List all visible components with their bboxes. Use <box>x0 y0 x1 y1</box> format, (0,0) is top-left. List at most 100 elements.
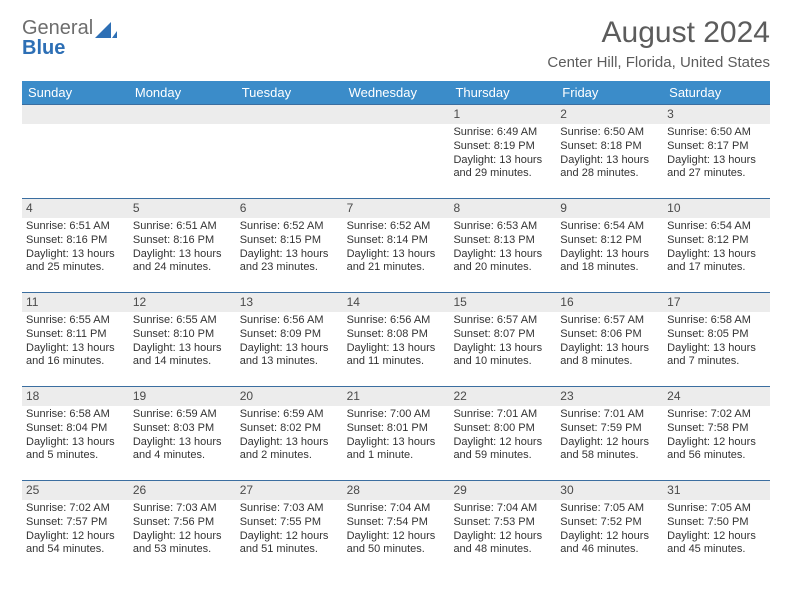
daylight1-text: Daylight: 13 hours <box>240 342 339 356</box>
daylight1-text: Daylight: 12 hours <box>453 530 552 544</box>
daylight1-text: Daylight: 12 hours <box>240 530 339 544</box>
sunrise-text: Sunrise: 7:02 AM <box>667 408 766 422</box>
logo-text-blue: Blue <box>22 37 65 59</box>
logo-text-gray: General <box>22 17 93 39</box>
sunset-text: Sunset: 8:05 PM <box>667 328 766 342</box>
day-number: 23 <box>556 387 663 406</box>
daylight2-text: and 5 minutes. <box>26 449 125 463</box>
sunset-text: Sunset: 8:12 PM <box>667 234 766 248</box>
day-cell: 18Sunrise: 6:58 AMSunset: 8:04 PMDayligh… <box>22 387 129 480</box>
day-cell: 7Sunrise: 6:52 AMSunset: 8:14 PMDaylight… <box>343 199 450 292</box>
daylight1-text: Daylight: 13 hours <box>347 342 446 356</box>
sunrise-text: Sunrise: 6:54 AM <box>667 220 766 234</box>
day-cell: 9Sunrise: 6:54 AMSunset: 8:12 PMDaylight… <box>556 199 663 292</box>
calendar-page: General Blue August 2024 Center Hill, Fl… <box>0 0 792 574</box>
day-cell: 15Sunrise: 6:57 AMSunset: 8:07 PMDayligh… <box>449 293 556 386</box>
day-number: 19 <box>129 387 236 406</box>
day-cell: 19Sunrise: 6:59 AMSunset: 8:03 PMDayligh… <box>129 387 236 480</box>
sunset-text: Sunset: 8:09 PM <box>240 328 339 342</box>
day-cell: 14Sunrise: 6:56 AMSunset: 8:08 PMDayligh… <box>343 293 450 386</box>
day-cell: . <box>236 105 343 198</box>
day-number: 29 <box>449 481 556 500</box>
sunrise-text: Sunrise: 6:57 AM <box>453 314 552 328</box>
daylight1-text: Daylight: 13 hours <box>240 248 339 262</box>
logo: General Blue <box>22 18 117 58</box>
daylight2-text: and 13 minutes. <box>240 355 339 369</box>
sunrise-text: Sunrise: 6:58 AM <box>667 314 766 328</box>
daylight2-text: and 23 minutes. <box>240 261 339 275</box>
daylight1-text: Daylight: 13 hours <box>240 436 339 450</box>
day-number: 18 <box>22 387 129 406</box>
daylight2-text: and 24 minutes. <box>133 261 232 275</box>
day-header-row: SundayMondayTuesdayWednesdayThursdayFrid… <box>22 81 770 104</box>
sunset-text: Sunset: 8:06 PM <box>560 328 659 342</box>
day-number: 6 <box>236 199 343 218</box>
day-number: 31 <box>663 481 770 500</box>
day-cell: 23Sunrise: 7:01 AMSunset: 7:59 PMDayligh… <box>556 387 663 480</box>
sunset-text: Sunset: 8:18 PM <box>560 140 659 154</box>
week-row: 25Sunrise: 7:02 AMSunset: 7:57 PMDayligh… <box>22 480 770 574</box>
sunrise-text: Sunrise: 6:55 AM <box>133 314 232 328</box>
day-header-cell: Wednesday <box>343 81 450 104</box>
daylight1-text: Daylight: 13 hours <box>133 248 232 262</box>
day-number: 22 <box>449 387 556 406</box>
daylight1-text: Daylight: 13 hours <box>453 248 552 262</box>
daylight2-text: and 11 minutes. <box>347 355 446 369</box>
daylight2-text: and 21 minutes. <box>347 261 446 275</box>
daylight2-text: and 7 minutes. <box>667 355 766 369</box>
day-number: 27 <box>236 481 343 500</box>
day-number: 7 <box>343 199 450 218</box>
daylight1-text: Daylight: 13 hours <box>26 342 125 356</box>
daylight2-text: and 46 minutes. <box>560 543 659 557</box>
day-cell: . <box>343 105 450 198</box>
daylight2-text: and 27 minutes. <box>667 167 766 181</box>
sunset-text: Sunset: 7:57 PM <box>26 516 125 530</box>
sunrise-text: Sunrise: 7:05 AM <box>560 502 659 516</box>
day-number: . <box>343 105 450 124</box>
day-number: 2 <box>556 105 663 124</box>
daylight2-text: and 16 minutes. <box>26 355 125 369</box>
calendar-grid: SundayMondayTuesdayWednesdayThursdayFrid… <box>22 81 770 574</box>
week-row: ....1Sunrise: 6:49 AMSunset: 8:19 PMDayl… <box>22 104 770 198</box>
sunset-text: Sunset: 8:16 PM <box>26 234 125 248</box>
day-number: 4 <box>22 199 129 218</box>
daylight2-text: and 28 minutes. <box>560 167 659 181</box>
daylight2-text: and 54 minutes. <box>26 543 125 557</box>
day-cell: 27Sunrise: 7:03 AMSunset: 7:55 PMDayligh… <box>236 481 343 574</box>
sunrise-text: Sunrise: 6:52 AM <box>347 220 446 234</box>
daylight1-text: Daylight: 13 hours <box>347 436 446 450</box>
day-number: 28 <box>343 481 450 500</box>
logo-text-blue-row: Blue <box>22 38 117 58</box>
day-cell: 10Sunrise: 6:54 AMSunset: 8:12 PMDayligh… <box>663 199 770 292</box>
day-cell: 4Sunrise: 6:51 AMSunset: 8:16 PMDaylight… <box>22 199 129 292</box>
logo-sail-icon <box>95 22 117 38</box>
day-cell: 24Sunrise: 7:02 AMSunset: 7:58 PMDayligh… <box>663 387 770 480</box>
sunrise-text: Sunrise: 6:55 AM <box>26 314 125 328</box>
sunrise-text: Sunrise: 7:03 AM <box>240 502 339 516</box>
day-header-cell: Monday <box>129 81 236 104</box>
daylight2-text: and 25 minutes. <box>26 261 125 275</box>
day-number: 30 <box>556 481 663 500</box>
daylight1-text: Daylight: 12 hours <box>560 436 659 450</box>
daylight1-text: Daylight: 13 hours <box>560 248 659 262</box>
day-number: 20 <box>236 387 343 406</box>
day-cell: 8Sunrise: 6:53 AMSunset: 8:13 PMDaylight… <box>449 199 556 292</box>
day-header-cell: Thursday <box>449 81 556 104</box>
sunrise-text: Sunrise: 7:02 AM <box>26 502 125 516</box>
sunrise-text: Sunrise: 7:04 AM <box>347 502 446 516</box>
sunrise-text: Sunrise: 6:56 AM <box>240 314 339 328</box>
daylight2-text: and 14 minutes. <box>133 355 232 369</box>
daylight1-text: Daylight: 13 hours <box>667 248 766 262</box>
daylight1-text: Daylight: 12 hours <box>453 436 552 450</box>
day-cell: 20Sunrise: 6:59 AMSunset: 8:02 PMDayligh… <box>236 387 343 480</box>
sunrise-text: Sunrise: 6:53 AM <box>453 220 552 234</box>
day-cell: 17Sunrise: 6:58 AMSunset: 8:05 PMDayligh… <box>663 293 770 386</box>
location-text: Center Hill, Florida, United States <box>547 54 770 71</box>
sunset-text: Sunset: 7:54 PM <box>347 516 446 530</box>
sunrise-text: Sunrise: 6:59 AM <box>133 408 232 422</box>
sunrise-text: Sunrise: 7:04 AM <box>453 502 552 516</box>
daylight1-text: Daylight: 13 hours <box>667 342 766 356</box>
sunset-text: Sunset: 8:12 PM <box>560 234 659 248</box>
weeks-container: ....1Sunrise: 6:49 AMSunset: 8:19 PMDayl… <box>22 104 770 574</box>
day-cell: 5Sunrise: 6:51 AMSunset: 8:16 PMDaylight… <box>129 199 236 292</box>
